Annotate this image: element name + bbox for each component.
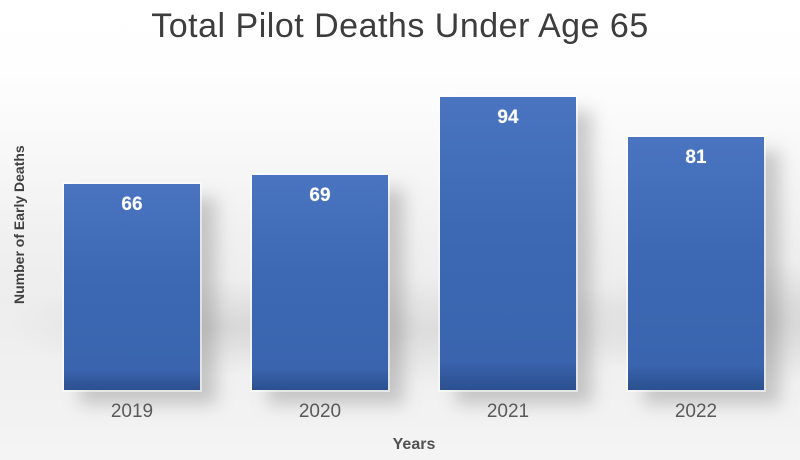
bar-2020: 69 xyxy=(252,174,388,390)
bar-slot-2020: 69 2020 xyxy=(252,78,388,422)
bar-slot-2019: 66 2019 xyxy=(64,78,200,422)
plot-area: 66 2019 69 2020 94 2021 81 2022 xyxy=(64,78,764,422)
x-tick-label: 2019 xyxy=(110,401,154,422)
x-tick-label: 2022 xyxy=(674,401,718,422)
bar-slot-2021: 94 2021 xyxy=(440,78,576,422)
bar-2019: 66 xyxy=(64,184,200,390)
chart-title: Total Pilot Deaths Under Age 65 xyxy=(151,7,649,45)
x-tick-label: 2020 xyxy=(298,401,342,422)
x-axis-label: Years xyxy=(392,436,436,453)
bar-value-label: 81 xyxy=(685,147,707,169)
bar-slot-2022: 81 2022 xyxy=(628,78,764,422)
x-tick-label: 2021 xyxy=(486,401,530,422)
bar-value-label: 94 xyxy=(497,106,519,128)
bar-value-label: 66 xyxy=(121,194,143,216)
bar-2021: 94 xyxy=(440,96,576,390)
bar-value-label: 69 xyxy=(309,184,331,206)
y-axis-label: Number of Early Deaths xyxy=(11,145,27,305)
bar-2022: 81 xyxy=(628,137,764,390)
